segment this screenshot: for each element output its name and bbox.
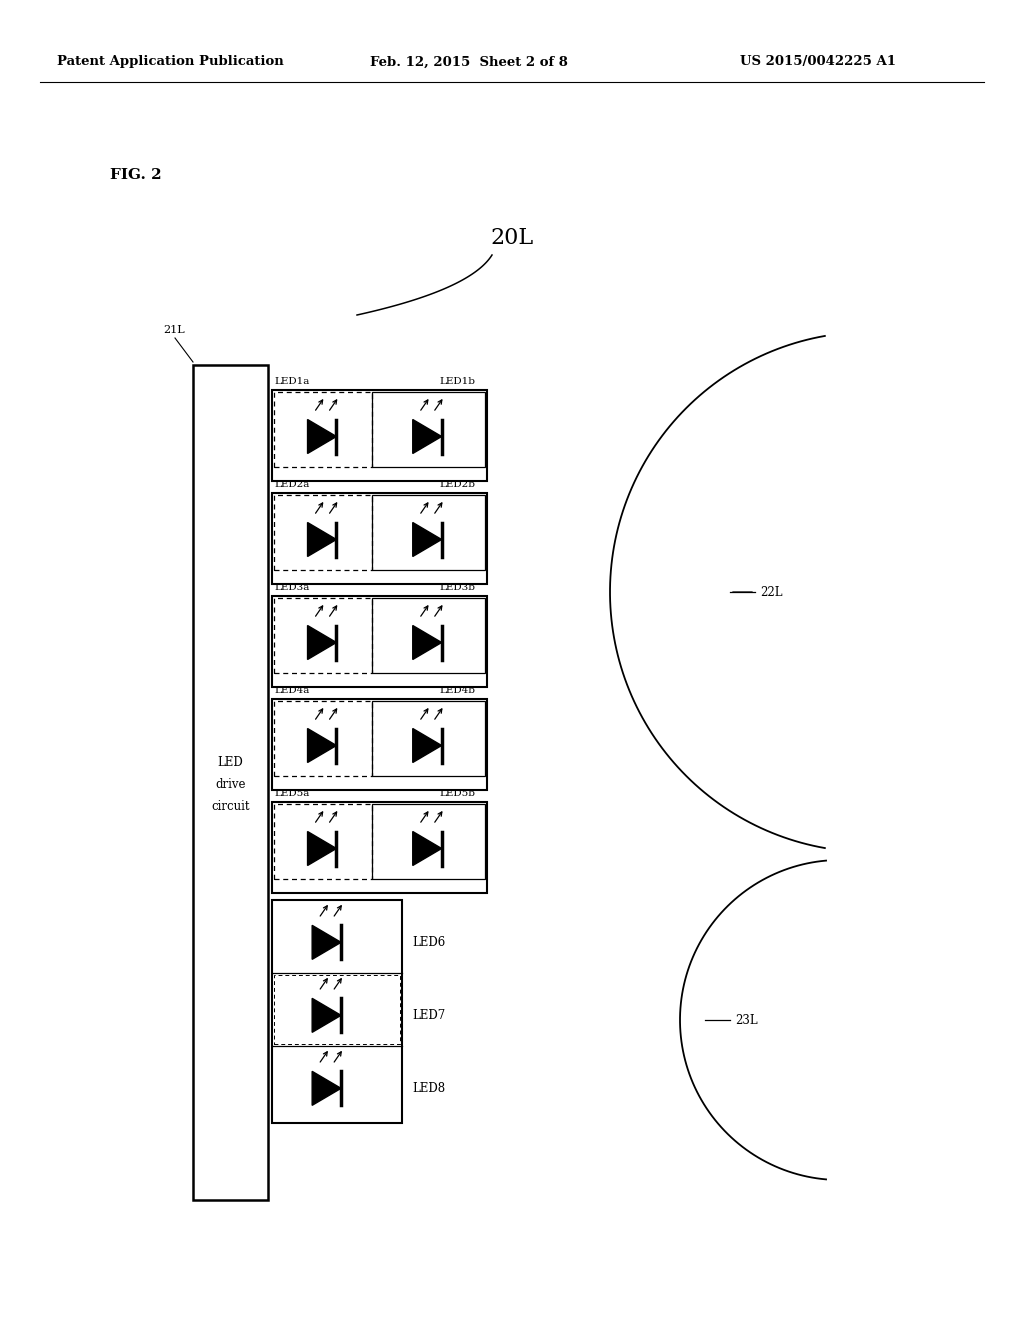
Bar	[372, 392, 485, 467]
Text: LED7: LED7	[412, 1008, 445, 1022]
Text: Feb. 12, 2015  Sheet 2 of 8: Feb. 12, 2015 Sheet 2 of 8	[370, 55, 568, 69]
Bar	[272, 900, 402, 1123]
Bar	[274, 598, 372, 673]
Bar	[272, 803, 487, 894]
Text: circuit: circuit	[211, 800, 250, 813]
Text: LED8: LED8	[412, 1082, 445, 1094]
Polygon shape	[413, 420, 441, 454]
Text: 22L: 22L	[760, 586, 782, 598]
Bar	[372, 701, 485, 776]
Polygon shape	[307, 420, 337, 454]
Bar	[272, 597, 487, 686]
Polygon shape	[312, 925, 341, 960]
Bar	[272, 389, 487, 480]
Text: 23L: 23L	[735, 1014, 758, 1027]
Bar	[372, 598, 485, 673]
Text: 20L: 20L	[490, 227, 534, 249]
Text: LED5a: LED5a	[274, 789, 309, 799]
Text: 21L: 21L	[163, 325, 184, 335]
Text: drive: drive	[215, 777, 246, 791]
Bar	[274, 392, 372, 467]
Polygon shape	[307, 832, 337, 866]
Text: LED6: LED6	[412, 936, 445, 949]
Text: LED: LED	[218, 756, 244, 770]
Text: LED1b: LED1b	[439, 378, 475, 385]
Bar	[193, 366, 268, 1200]
Text: FIG. 2: FIG. 2	[110, 168, 162, 182]
Text: LED2b: LED2b	[439, 480, 475, 488]
Polygon shape	[312, 998, 341, 1032]
Bar	[372, 804, 485, 879]
Text: LED3a: LED3a	[274, 583, 309, 591]
Text: LED2a: LED2a	[274, 480, 309, 488]
Bar	[372, 495, 485, 570]
Bar	[274, 701, 372, 776]
Text: LED4b: LED4b	[439, 686, 475, 696]
Polygon shape	[413, 626, 441, 660]
Polygon shape	[307, 729, 337, 763]
Text: US 2015/0042225 A1: US 2015/0042225 A1	[740, 55, 896, 69]
Polygon shape	[413, 832, 441, 866]
Polygon shape	[307, 523, 337, 557]
Bar	[274, 804, 372, 879]
Polygon shape	[413, 523, 441, 557]
Text: Patent Application Publication: Patent Application Publication	[57, 55, 284, 69]
Text: LED1a: LED1a	[274, 378, 309, 385]
Polygon shape	[307, 626, 337, 660]
Bar	[272, 700, 487, 789]
Text: LED3b: LED3b	[439, 583, 475, 591]
Text: LED4a: LED4a	[274, 686, 309, 696]
Polygon shape	[413, 729, 441, 763]
Bar	[274, 495, 372, 570]
Bar	[272, 492, 487, 583]
Polygon shape	[312, 1072, 341, 1105]
Text: LED5b: LED5b	[439, 789, 475, 799]
Bar	[274, 975, 400, 1044]
